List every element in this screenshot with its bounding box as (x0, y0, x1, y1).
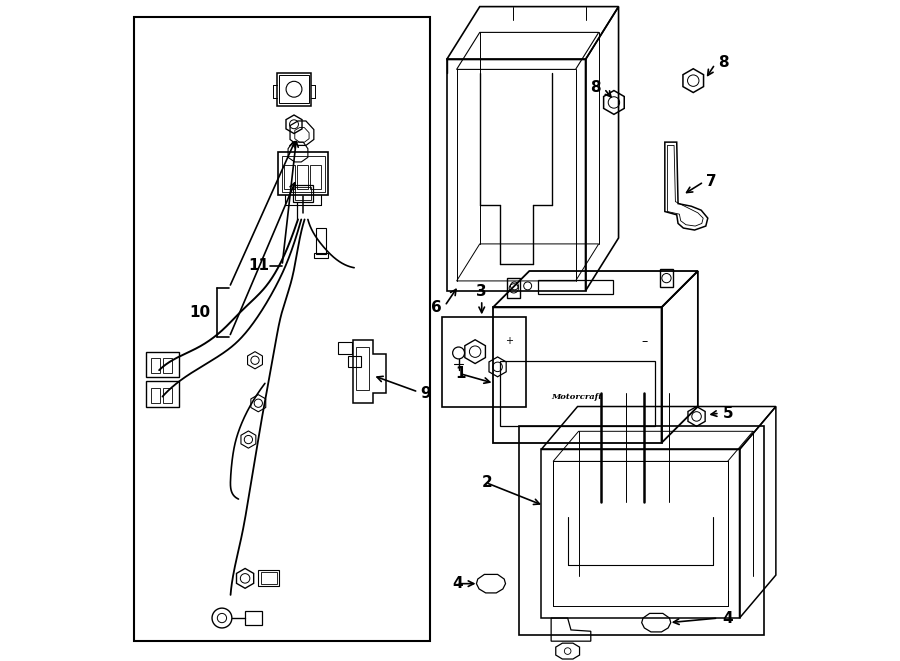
Bar (146, 352, 179, 377)
Bar (493, 307, 662, 443)
Bar (284, 165, 295, 189)
Text: 10: 10 (190, 305, 211, 320)
Text: 8: 8 (717, 56, 728, 70)
Text: 4: 4 (453, 576, 464, 591)
Bar (282, 155, 325, 192)
Bar (508, 278, 520, 298)
Bar (277, 73, 311, 106)
Bar (294, 187, 310, 200)
Bar (442, 317, 526, 407)
Text: +: + (506, 336, 514, 346)
Bar (537, 280, 614, 295)
Bar (519, 426, 764, 635)
Bar (660, 269, 673, 288)
Bar (317, 228, 326, 254)
Bar (163, 388, 172, 403)
Bar (151, 358, 160, 373)
Text: 3: 3 (476, 284, 487, 299)
Text: 5: 5 (723, 406, 733, 420)
Text: Motorcraft: Motorcraft (552, 393, 603, 401)
Bar (541, 449, 740, 618)
Bar (292, 185, 312, 202)
Bar (163, 358, 172, 373)
Text: 6: 6 (431, 300, 442, 315)
Bar (500, 362, 655, 426)
Bar (278, 152, 328, 196)
Text: 1: 1 (455, 366, 466, 381)
Bar (446, 59, 586, 291)
Bar (258, 570, 280, 586)
Text: 8: 8 (590, 80, 600, 95)
Bar (297, 165, 308, 189)
Bar (146, 381, 179, 407)
Bar (134, 17, 430, 641)
Bar (338, 342, 352, 354)
Bar (314, 253, 328, 258)
Bar (347, 356, 361, 367)
Text: 11: 11 (248, 258, 269, 273)
Bar (280, 75, 309, 103)
Text: 9: 9 (420, 386, 431, 401)
Text: 7: 7 (706, 175, 717, 189)
Text: 4: 4 (723, 611, 733, 625)
Bar (151, 388, 160, 403)
Bar (310, 165, 321, 189)
Text: 2: 2 (482, 475, 492, 490)
Bar (245, 611, 262, 625)
Bar (356, 347, 369, 390)
Bar (261, 572, 277, 584)
Bar (554, 461, 727, 606)
Text: –: – (642, 334, 648, 348)
